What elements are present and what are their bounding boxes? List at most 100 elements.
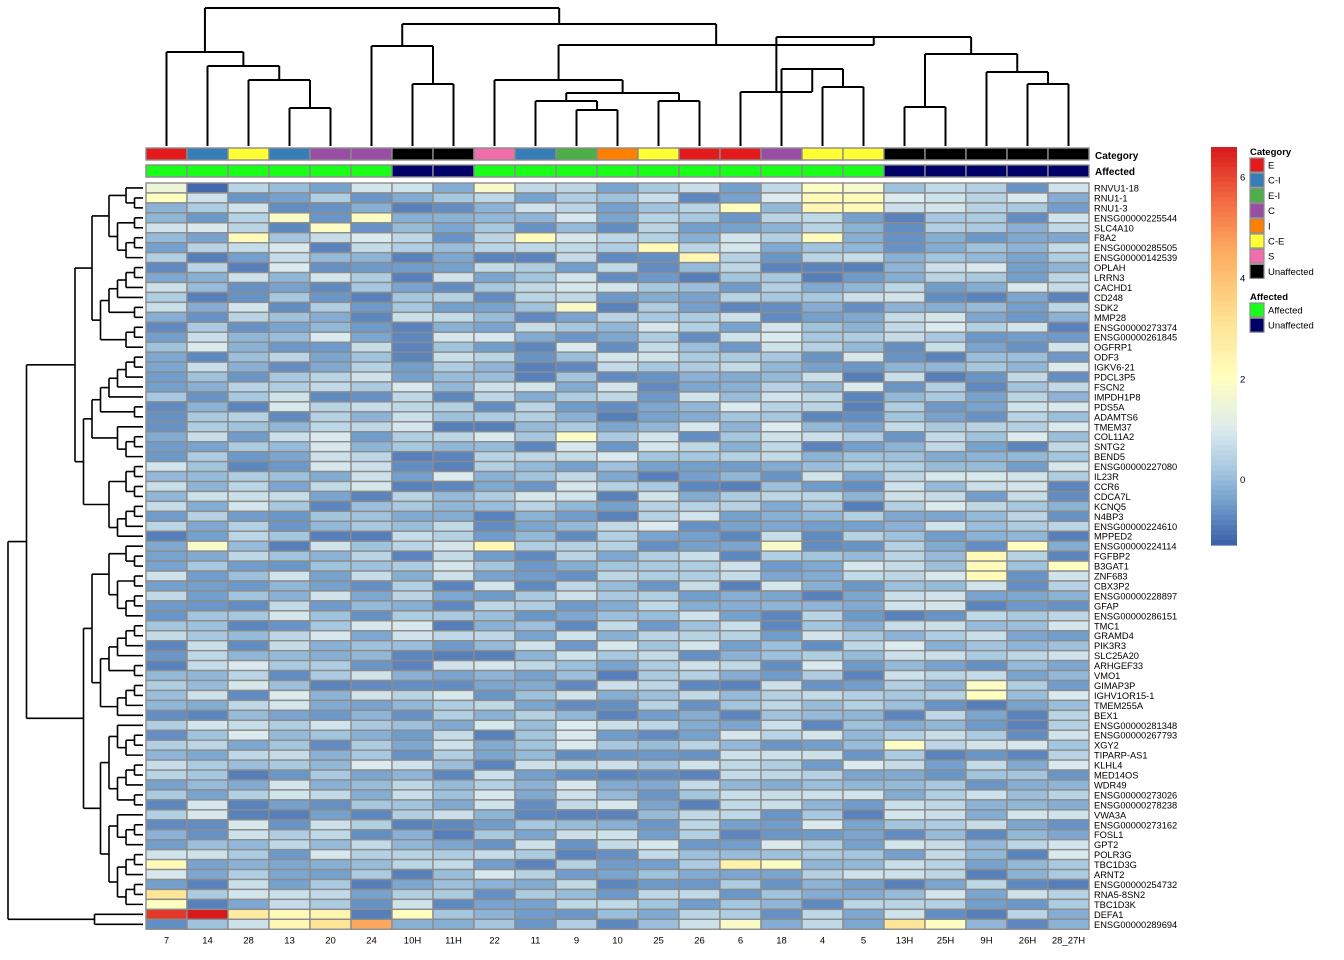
heatmap-cell <box>350 411 393 423</box>
category-annotation-cell <box>760 147 803 161</box>
heatmap-cell <box>842 659 885 672</box>
heatmap-cell <box>801 630 844 642</box>
heatmap-cell <box>227 729 270 741</box>
heatmap-cell <box>1047 222 1090 234</box>
heatmap-cell <box>719 868 762 881</box>
heatmap-cell <box>432 490 475 503</box>
heatmap-cell <box>883 600 926 612</box>
colorbar-segment <box>1211 375 1237 382</box>
heatmap-cell <box>719 858 762 871</box>
heatmap-cell <box>801 908 844 920</box>
heatmap-cell <box>965 868 1008 881</box>
heatmap-cell <box>514 520 557 532</box>
colorbar-segment <box>1211 181 1237 188</box>
colorbar-segment <box>1211 346 1237 352</box>
row-label: ENSG00000261845 <box>1094 333 1177 343</box>
heatmap-cell <box>1006 679 1049 692</box>
heatmap-cell <box>309 868 352 881</box>
heatmap-cell <box>268 759 311 771</box>
column-label: 24 <box>366 935 377 946</box>
heatmap-cell <box>227 540 270 552</box>
heatmap-cell <box>801 600 844 612</box>
heatmap-cell <box>883 878 926 891</box>
heatmap-cell <box>1047 739 1090 751</box>
heatmap-cell <box>514 192 557 204</box>
heatmap-cell <box>227 918 270 930</box>
category-annotation-cell <box>268 147 311 161</box>
heatmap-cell <box>145 550 188 562</box>
heatmap-cell <box>719 222 762 234</box>
heatmap-cell <box>473 510 516 523</box>
heatmap-cell <box>842 510 885 523</box>
heatmap-cell <box>842 570 885 582</box>
heatmap-cell <box>719 470 762 483</box>
heatmap-cell <box>637 590 680 602</box>
heatmap-cell <box>391 739 434 751</box>
heatmap-cell <box>391 848 434 861</box>
heatmap-cell <box>596 192 639 204</box>
heatmap-cell <box>268 858 311 871</box>
heatmap-cell <box>924 719 967 731</box>
heatmap-cell <box>227 202 270 214</box>
heatmap-cell <box>1006 381 1049 393</box>
heatmap-cell <box>555 699 598 712</box>
heatmap-cell <box>145 739 188 751</box>
heatmap-cell <box>391 431 434 443</box>
heatmap-cell <box>268 331 311 343</box>
heatmap-cell <box>596 381 639 393</box>
colorbar-segment <box>1211 151 1237 158</box>
heatmap-cell <box>268 580 311 592</box>
row-label: MPPED2 <box>1094 532 1132 542</box>
row-label: IL23R <box>1094 472 1119 482</box>
heatmap-cell <box>268 848 311 861</box>
heatmap-cell <box>637 839 680 851</box>
heatmap-cell <box>760 888 803 901</box>
heatmap-cell <box>1006 699 1049 712</box>
colorbar-segment <box>1211 221 1237 228</box>
heatmap-cell <box>309 530 352 542</box>
heatmap-cell <box>1006 490 1049 503</box>
heatmap-cell <box>842 321 885 333</box>
heatmap-cell <box>637 450 680 463</box>
colorbar-segment <box>1211 530 1237 536</box>
heatmap-cell <box>555 212 598 224</box>
heatmap-cell <box>268 291 311 304</box>
heatmap-cell <box>719 192 762 204</box>
heatmap-cell <box>186 301 229 314</box>
heatmap-cell <box>514 620 557 632</box>
heatmap-cell <box>801 829 844 841</box>
heatmap-cell <box>555 480 598 493</box>
heatmap-cell <box>514 560 557 572</box>
heatmap-cell <box>432 450 475 463</box>
heatmap-cell <box>268 620 311 632</box>
heatmap-cell <box>391 371 434 383</box>
heatmap-cell <box>883 490 926 503</box>
heatmap-cell <box>924 809 967 821</box>
heatmap-cell <box>637 480 680 493</box>
heatmap-cell <box>432 361 475 373</box>
heatmap-cell <box>350 550 393 562</box>
heatmap-cell <box>760 341 803 353</box>
heatmap-cell <box>637 291 680 304</box>
heatmap-cell <box>309 878 352 891</box>
heatmap-cell <box>227 520 270 532</box>
heatmap-cell <box>596 500 639 513</box>
heatmap-cell <box>1006 848 1049 861</box>
heatmap-cell <box>145 361 188 373</box>
heatmap-cell <box>801 848 844 861</box>
heatmap-cell <box>760 530 803 542</box>
heatmap-cell <box>145 640 188 652</box>
heatmap-cell <box>227 510 270 523</box>
heatmap-cell <box>268 441 311 453</box>
heatmap-cell <box>555 411 598 423</box>
heatmap-cell <box>596 640 639 652</box>
heatmap-cell <box>514 819 557 831</box>
column-label: 25H <box>937 935 955 946</box>
heatmap-cell <box>924 550 967 562</box>
heatmap-cell <box>432 759 475 771</box>
heatmap-cell <box>432 610 475 622</box>
heatmap-cell <box>145 480 188 493</box>
heatmap-cell <box>391 649 434 662</box>
heatmap-cell <box>227 480 270 493</box>
heatmap-cell <box>801 381 844 393</box>
